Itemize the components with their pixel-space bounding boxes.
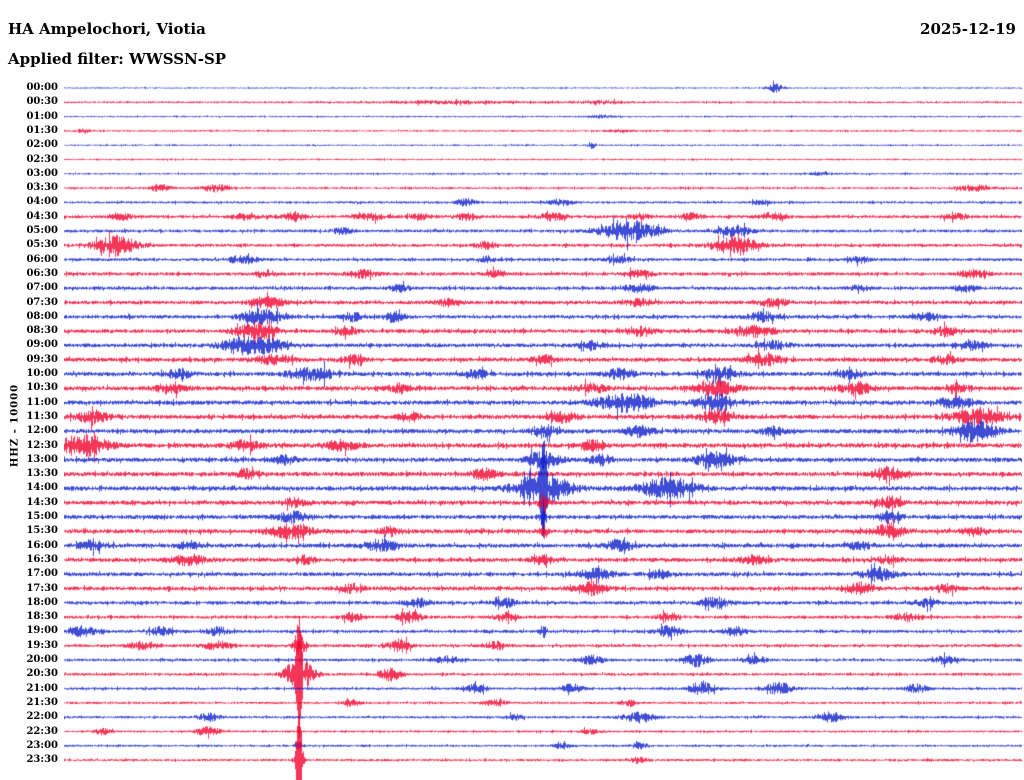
time-label: 20:00 (26, 654, 58, 665)
time-label: 21:30 (26, 696, 58, 708)
time-axis: 00:00 00:30 01:00 01:30 02:00 02:30 03:00 03:30… (0, 80, 60, 780)
time-label: 10:00 (26, 368, 58, 379)
time-label: 04:30 (26, 210, 58, 222)
time-label: 13:00 (26, 453, 58, 465)
time-label: 01:00 (26, 110, 58, 122)
time-label: 07:00 (26, 282, 58, 294)
time-label: 11:30 (26, 410, 58, 422)
time-label: 08:00 (26, 310, 58, 322)
time-label: 00:30 (26, 96, 58, 108)
time-label: 14:30 (26, 496, 58, 508)
time-label: 23:30 (26, 754, 58, 766)
time-label: 16:00 (26, 539, 58, 551)
time-label: 17:00 (26, 568, 58, 580)
time-label: 13:30 (26, 468, 58, 480)
time-label: 12:00 (26, 425, 58, 437)
time-label: 22:00 (26, 711, 58, 723)
time-label: 14:00 (26, 482, 58, 494)
time-label: 19:30 (26, 639, 58, 651)
time-label: 19:00 (26, 625, 58, 637)
time-label: 12:30 (26, 439, 58, 451)
time-label: 04:00 (26, 196, 58, 208)
time-label: 21:00 (26, 682, 58, 694)
time-label: 06:00 (26, 253, 58, 265)
time-label: 18:00 (26, 596, 58, 608)
time-label: 15:30 (26, 525, 58, 537)
time-label: 17:30 (26, 582, 58, 594)
time-label: 02:00 (26, 139, 58, 151)
time-label: 06:30 (26, 267, 58, 279)
time-label: 05:30 (26, 239, 58, 251)
time-label: 15:00 (26, 511, 58, 522)
time-label: 22:30 (26, 725, 58, 737)
time-label: 09:00 (26, 339, 58, 351)
time-label: 03:00 (26, 167, 58, 179)
time-label: 05:00 (26, 225, 58, 236)
time-label: 08:30 (26, 325, 58, 337)
time-label: 11:00 (26, 396, 58, 408)
date-label: 2025-12-19 (920, 20, 1016, 38)
station-title: HA Ampelochori, Viotia (8, 20, 206, 38)
time-label: 23:00 (26, 739, 58, 751)
time-label: 07:30 (26, 296, 58, 308)
time-label: 03:30 (26, 182, 58, 194)
time-label: 00:00 (26, 82, 58, 93)
time-label: 01:30 (26, 124, 58, 136)
time-label: 18:30 (26, 611, 58, 623)
time-label: 16:30 (26, 553, 58, 565)
time-label: 20:30 (26, 668, 58, 680)
time-label: 02:30 (26, 153, 58, 165)
time-label: 09:30 (26, 353, 58, 365)
seismogram-traces (64, 80, 1022, 780)
time-label: 10:30 (26, 382, 58, 394)
filter-label: Applied filter: WWSSN-SP (8, 50, 227, 68)
